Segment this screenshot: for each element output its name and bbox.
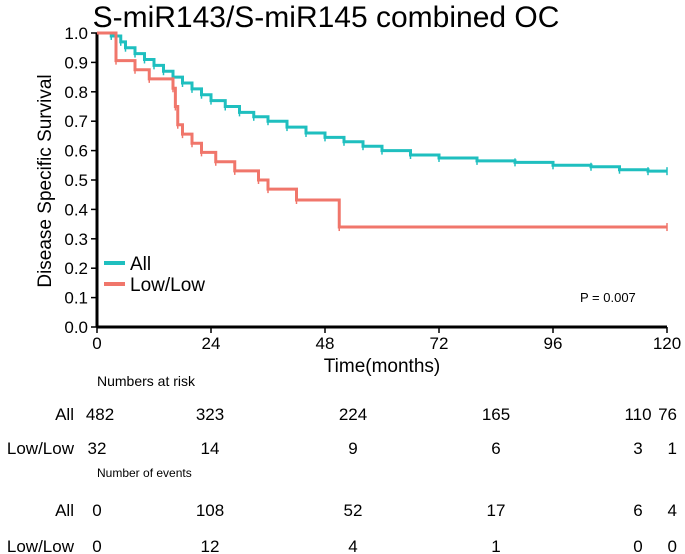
- legend-lowlow-label: Low/Low: [130, 275, 205, 296]
- y-axis-label: Disease Specific Survival: [35, 74, 56, 287]
- x-tick-label: 24: [202, 334, 221, 353]
- y-tick-label: 0.9: [64, 53, 88, 72]
- x-tick-label: 72: [430, 334, 449, 353]
- y-tick-label: 0.0: [64, 318, 88, 337]
- events-cell: 4: [348, 537, 357, 554]
- risk-cell: 110: [624, 405, 651, 424]
- events-cell: 0: [633, 537, 642, 554]
- risk-cell: 14: [201, 439, 220, 458]
- y-tick-label: 0.1: [64, 289, 88, 308]
- y-tick-label: 0.3: [64, 230, 88, 249]
- events-cell: 108: [196, 501, 224, 520]
- x-tick-label: 120: [653, 334, 681, 353]
- risk-cell: 165: [482, 405, 510, 424]
- risk-cell: 32: [88, 439, 107, 458]
- legend-all-label: All: [130, 254, 151, 275]
- y-tick-label: 0.4: [64, 200, 88, 219]
- events-cell: 17: [487, 501, 506, 520]
- series-layer: [97, 31, 668, 232]
- events-cell: 0: [668, 537, 677, 554]
- risk-cell: 76: [658, 405, 677, 424]
- events-row-label: Low/Low: [7, 537, 75, 554]
- risk-cell: 3: [633, 439, 642, 458]
- events-cell: 6: [633, 501, 642, 520]
- risk-row-label: Low/Low: [7, 439, 75, 458]
- events-cell: 0: [92, 501, 101, 520]
- risk-cell: 482: [86, 405, 114, 424]
- y-tick-label: 1.0: [64, 24, 88, 43]
- events-cell: 12: [201, 537, 220, 554]
- events-cell: 4: [668, 501, 677, 520]
- series-low-low-line: [97, 31, 667, 229]
- series-all-line: [97, 31, 667, 173]
- risk-cell: 323: [196, 405, 224, 424]
- events-table-heading: Number of events: [97, 466, 192, 480]
- p-value-annotation: P = 0.007: [580, 290, 636, 305]
- y-tick-label: 0.8: [64, 83, 88, 102]
- events-row-label: All: [55, 501, 74, 520]
- x-tick-label: 96: [544, 334, 563, 353]
- legend: All Low/Low: [104, 254, 205, 296]
- risk-row-label: All: [55, 405, 74, 424]
- events-cell: 1: [491, 537, 500, 554]
- x-axis-label: Time(months): [324, 356, 440, 377]
- axes: 0.0 0.1 0.2 0.3 0.4 0.5 0.6 0.7 0.8 0.9 1.0 0 24 48 72…: [64, 24, 681, 353]
- risk-cell: 224: [339, 405, 367, 424]
- risk-cell: 9: [348, 439, 357, 458]
- chart-title: S-miR143/S-miR145 combined OC: [93, 1, 560, 34]
- risk-cell: 6: [491, 439, 500, 458]
- risk-cell: 1: [668, 439, 677, 458]
- events-cell: 52: [344, 501, 363, 520]
- y-tick-label: 0.5: [64, 171, 88, 190]
- y-tick-label: 0.6: [64, 142, 88, 161]
- y-tick-label: 0.2: [64, 259, 88, 278]
- x-tick-label: 0: [92, 334, 101, 353]
- risk-table-heading: Numbers at risk: [97, 373, 196, 389]
- y-tick-label: 0.7: [64, 112, 88, 131]
- events-cell: 0: [92, 537, 101, 554]
- x-tick-label: 48: [316, 334, 335, 353]
